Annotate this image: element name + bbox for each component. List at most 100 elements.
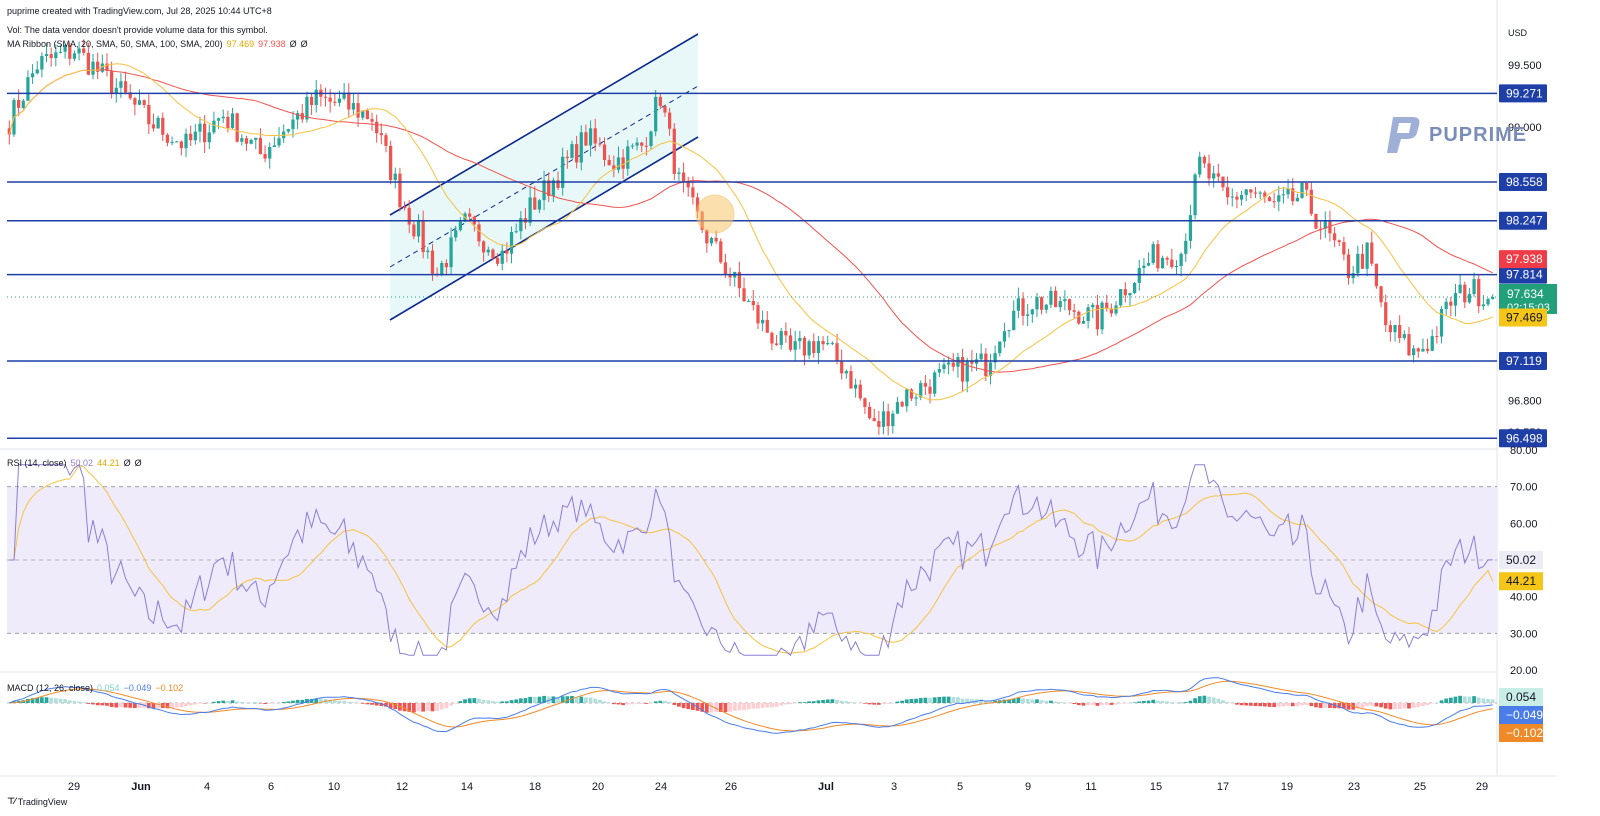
candle-body [598, 143, 602, 145]
candle-body [1132, 282, 1137, 294]
candle-body [630, 145, 635, 147]
candle-body [7, 128, 11, 135]
macd-histogram-bar [226, 700, 230, 703]
candle-body [1193, 174, 1197, 216]
candle-body [1253, 192, 1258, 194]
macd-signal-tag-box [1499, 724, 1543, 742]
macd-histogram-bar [760, 703, 765, 708]
time-tick-label: 17 [1217, 781, 1229, 793]
macd-histogram-bar [1476, 697, 1481, 703]
candle-body [519, 218, 523, 232]
macd-histogram-bar [765, 703, 770, 708]
macd-histogram-bar [1300, 703, 1304, 706]
macd-histogram-bar [825, 699, 830, 703]
macd-histogram-bar [430, 703, 435, 712]
candle-body [1160, 257, 1165, 269]
candle-body [798, 337, 802, 342]
macd-histogram-bar [314, 698, 319, 703]
tradingview-footer[interactable]: ⊤⁄ TradingView [7, 796, 68, 807]
ma-ribbon-legend[interactable]: MA Ribbon (SMA, 20, SMA, 50, SMA, 100, S… [7, 39, 308, 49]
macd-histogram-bar [658, 700, 663, 703]
macd-histogram-bar [1132, 702, 1137, 703]
candle-body [816, 341, 821, 354]
macd-histogram-bar [486, 700, 491, 703]
candle-body [286, 129, 290, 132]
rsi-legend[interactable]: RSI (14, close) 50.02 44.21 Ø Ø [7, 458, 142, 468]
macd-legend[interactable]: MACD (12, 26, close) 0.054 −0.049 −0.102 [7, 683, 184, 693]
candle-body [291, 119, 295, 130]
candle-body [314, 89, 318, 105]
macd-histogram-bar [579, 696, 584, 703]
macd-histogram-bar [109, 703, 114, 708]
candle-body [821, 341, 825, 345]
macd-histogram-bar [677, 703, 681, 707]
candle-body [849, 371, 853, 389]
tradingview-icon: ⊤⁄ [7, 796, 16, 806]
macd-histogram-bar [1049, 700, 1053, 703]
candle-body [1449, 301, 1453, 306]
macd-histogram-bar [830, 699, 835, 703]
candle-body [309, 96, 314, 105]
candle-body [198, 123, 202, 132]
candle-body [574, 144, 579, 163]
macd-histogram-bar [942, 696, 946, 703]
macd-histogram-bar [872, 703, 877, 705]
macd-histogram-bar [235, 701, 240, 703]
candle-body [72, 53, 77, 59]
level-tag: 97.119 [1506, 354, 1542, 368]
macd-histogram-bar [890, 702, 895, 704]
creator-line: puprime created with TradingView.com, Ju… [7, 6, 272, 16]
macd-histogram-bar [1244, 703, 1249, 706]
candle-body [347, 92, 351, 110]
macd-histogram-bar [63, 699, 67, 703]
macd-histogram-bar [1342, 703, 1346, 709]
candle-body [826, 343, 830, 345]
candle-body [402, 207, 407, 209]
macd-histogram-bar [77, 701, 81, 703]
candle-body [468, 213, 472, 217]
candle-body [77, 48, 81, 54]
candle-body [1058, 301, 1062, 308]
candle-body [933, 372, 937, 394]
macd-histogram-bar [1114, 703, 1118, 705]
macd-histogram-bar [1453, 696, 1458, 703]
macd-histogram-bar [207, 702, 212, 704]
candle-body [333, 101, 337, 103]
candle-body [1356, 253, 1360, 274]
macd-histogram-bar [537, 696, 542, 703]
macd-histogram-bar [216, 701, 221, 703]
candle-body [635, 142, 639, 146]
candle-body [551, 180, 556, 196]
candle-body [221, 116, 225, 119]
macd-histogram-bar [295, 699, 300, 703]
macd-histogram-bar [556, 697, 560, 703]
macd-histogram-bar [472, 698, 477, 703]
macd-histogram-bar [909, 698, 914, 703]
macd-histogram-bar [202, 703, 207, 704]
time-tick-label: 6 [268, 781, 274, 793]
macd-histogram-bar [1053, 701, 1058, 703]
macd-histogram-bar [774, 703, 779, 707]
candle-body [179, 141, 184, 149]
macd-histogram-bar [1462, 696, 1467, 703]
candle-body [1402, 334, 1406, 339]
candle-body [1388, 325, 1393, 333]
candle-body [500, 250, 504, 264]
puprime-logo-text: PUPRIME [1429, 123, 1528, 146]
ma20-tag: 97.469 [1506, 310, 1543, 324]
candle-body [1044, 304, 1048, 310]
macd-histogram-bar [895, 701, 900, 703]
level-tag-box [1499, 352, 1547, 371]
candle-body [667, 112, 672, 129]
candle-body [965, 360, 969, 382]
candle-body [909, 389, 914, 399]
macd-histogram-bar [1402, 703, 1407, 709]
macd-histogram-bar [965, 698, 970, 703]
macd-histogram-bar [1290, 703, 1295, 707]
time-tick-label: 14 [461, 781, 473, 793]
macd-histogram-bar [900, 700, 904, 703]
candle-body [509, 231, 514, 254]
macd-histogram-bar [249, 702, 253, 704]
macd-histogram-bar [1346, 703, 1351, 710]
